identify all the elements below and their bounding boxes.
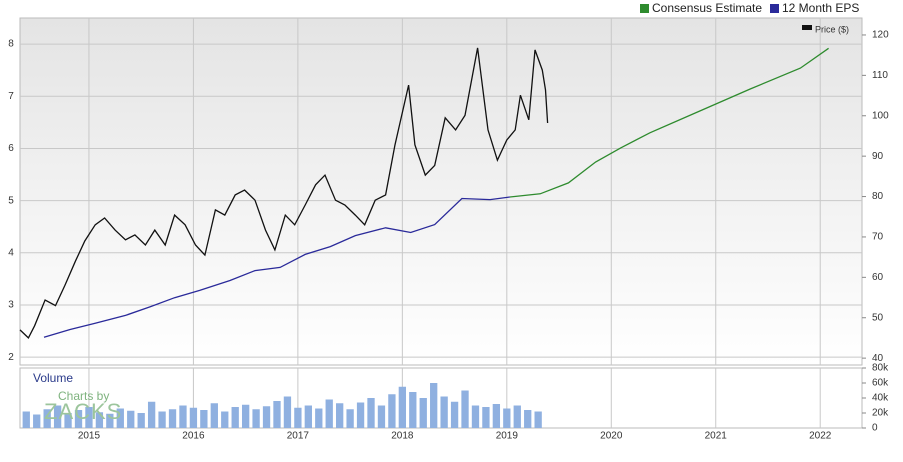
y2-tick-label: 80: [872, 191, 884, 202]
volume-bar: [127, 410, 135, 428]
legend-swatch: [802, 25, 812, 30]
volume-bar: [482, 407, 490, 428]
y2-tick-label: 50: [872, 312, 884, 323]
volume-bar: [137, 413, 145, 428]
volume-bar: [283, 396, 292, 428]
volume-tick-label: 40k: [872, 393, 889, 404]
volume-bar: [398, 386, 407, 428]
volume-tick-label: 0: [872, 423, 878, 434]
y-tick-label: 5: [8, 195, 14, 206]
volume-bar: [221, 411, 229, 428]
volume-bar: [85, 407, 93, 428]
y-tick-label: 7: [8, 91, 14, 102]
volume-bar: [22, 411, 30, 428]
volume-bar: [534, 411, 542, 428]
volume-bar: [377, 405, 386, 428]
series-line: [19, 47, 549, 339]
y2-tick-label: 40: [872, 353, 884, 364]
volume-bar: [430, 383, 438, 428]
volume-bar: [252, 409, 260, 428]
y2-tick-label: 70: [872, 232, 884, 243]
volume-bar: [43, 409, 51, 428]
volume-bar: [524, 410, 532, 428]
watermark: Charts by: [58, 389, 109, 403]
y-tick-label: 8: [8, 39, 14, 50]
volume-bar: [503, 408, 511, 428]
legend-label: Price ($): [815, 24, 849, 34]
volume-tick-label: 60k: [872, 378, 889, 389]
y2-tick-label: 100: [872, 110, 889, 121]
y-tick-label: 6: [8, 143, 14, 154]
series-line: [43, 196, 510, 338]
volume-bar: [241, 404, 250, 428]
legend-swatch: [640, 4, 649, 13]
volume-bar: [116, 408, 124, 428]
x-tick-label: 2016: [182, 431, 205, 442]
volume-bar: [158, 411, 166, 428]
volume-bar: [231, 407, 239, 428]
volume-bar: [419, 398, 427, 428]
y-tick-label: 3: [8, 300, 14, 311]
volume-bar: [336, 403, 344, 428]
y-tick-label: 4: [8, 247, 14, 258]
volume-bar: [304, 405, 312, 428]
y-tick-label: 2: [8, 352, 14, 363]
y2-tick-label: 120: [872, 30, 889, 41]
x-tick-label: 2022: [809, 431, 832, 442]
y2-tick-label: 60: [872, 272, 884, 283]
x-tick-label: 2019: [496, 431, 519, 442]
volume-bar: [367, 398, 375, 428]
volume-bar: [409, 392, 417, 428]
volume-bar: [273, 401, 281, 428]
x-tick-label: 2017: [287, 431, 310, 442]
volume-bar: [53, 405, 62, 428]
volume-bar: [168, 409, 177, 428]
volume-bar: [294, 407, 302, 428]
volume-title: Volume: [33, 371, 73, 385]
volume-bar: [471, 405, 480, 428]
x-tick-label: 2020: [600, 431, 623, 442]
legend-label: Consensus Estimate: [652, 1, 762, 15]
volume-bar: [200, 410, 208, 428]
volume-bar: [346, 409, 354, 428]
volume-bar: [64, 413, 72, 428]
volume-tick-label: 20k: [872, 408, 889, 419]
volume-bar: [262, 406, 271, 428]
plot-area: [19, 17, 863, 366]
volume-bar: [147, 401, 156, 428]
volume-bar: [450, 401, 459, 428]
volume-bar: [210, 403, 218, 428]
volume-bar: [106, 413, 114, 428]
legend-swatch: [770, 4, 779, 13]
x-tick-label: 2018: [391, 431, 414, 442]
volume-bar: [492, 404, 501, 428]
volume-bar: [179, 405, 187, 428]
series-line: [509, 47, 829, 198]
volume-bar: [74, 410, 83, 428]
watermark: ZACKS: [44, 399, 122, 424]
volume-bar: [189, 407, 198, 428]
volume-bar: [325, 399, 333, 428]
y2-tick-label: 110: [872, 70, 888, 81]
volume-bar: [440, 396, 448, 428]
legend-label: 12 Month EPS: [782, 1, 859, 15]
volume-bar: [33, 414, 41, 428]
y2-tick-label: 90: [872, 151, 884, 162]
volume-bar: [513, 405, 521, 428]
volume-tick-label: 80k: [872, 363, 889, 374]
volume-bar: [388, 394, 396, 428]
volume-bar: [95, 412, 104, 428]
volume-bar: [461, 390, 469, 428]
x-tick-label: 2015: [78, 431, 101, 442]
x-tick-label: 2021: [705, 431, 728, 442]
volume-bar: [315, 408, 323, 428]
volume-bar: [356, 402, 365, 428]
